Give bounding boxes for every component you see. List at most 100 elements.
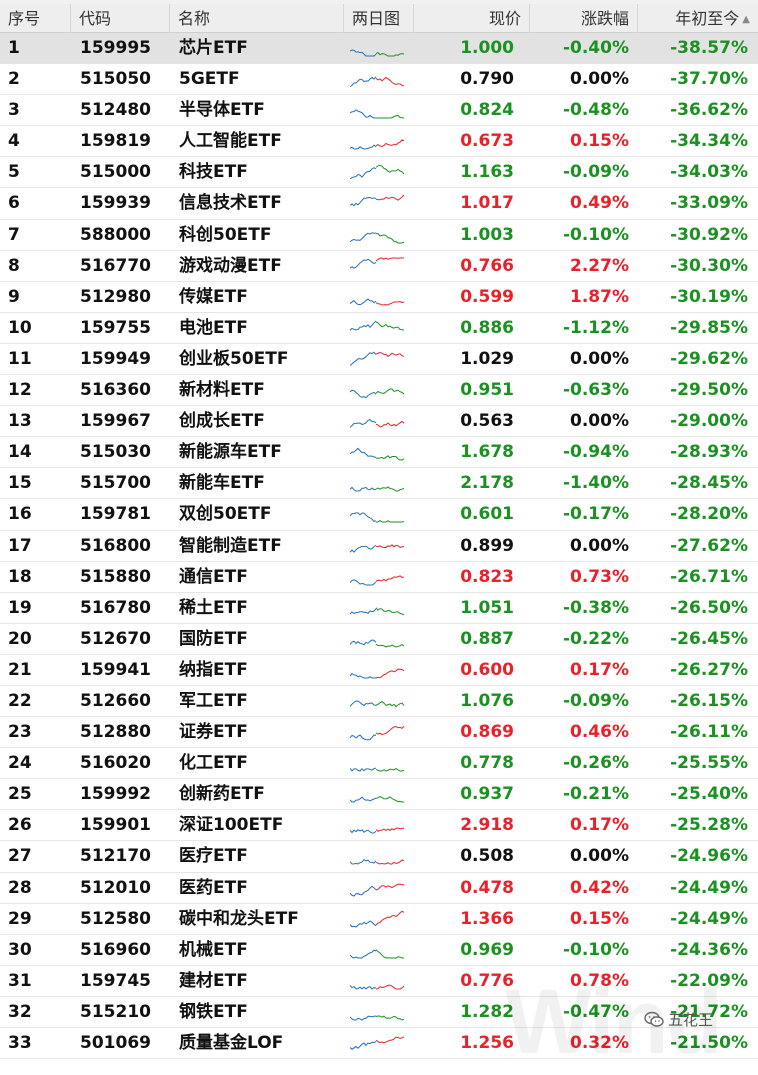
sparkline-current-day [375,139,405,148]
row-seq: 20 [8,628,32,649]
row-price: 0.508 [460,846,514,867]
table-row[interactable]: 19 516780 稀土ETF 1.051 -0.38% -26.50% [0,593,758,624]
row-name: 国防ETF [179,628,248,649]
table-row[interactable]: 12 516360 新材料ETF 0.951 -0.63% -29.50% [0,375,758,407]
table-row[interactable]: 24 516020 化工ETF 0.778 -0.26% -25.55% [0,748,758,780]
sparkline-current-day [375,257,404,262]
row-sparkline [350,814,406,836]
sparkline-previous-day [350,639,377,646]
table-row[interactable]: 28 512010 医药ETF 0.478 0.42% -24.49% [0,873,758,904]
row-ytd: -29.50% [670,380,748,401]
row-change: 2.27% [570,255,629,276]
table-row[interactable]: 6 159939 信息技术ETF 1.017 0.49% -33.09% [0,188,758,220]
table-row[interactable]: 15 515700 新能车ETF 2.178 -1.40% -28.45% [0,468,758,500]
table-row[interactable]: 33 501069 质量基金LOF 1.256 0.32% -21.50% [0,1028,758,1060]
row-code: 159992 [80,784,151,805]
row-sparkline [350,908,406,930]
sparkline-current-day [375,1036,405,1044]
table-row[interactable]: 13 159967 创成长ETF 0.563 0.00% -29.00% [0,406,758,438]
two-day-sparkline [350,726,405,741]
two-day-sparkline [350,49,405,57]
column-header-chart[interactable]: 两日图 [344,4,414,33]
row-sparkline [350,192,406,214]
row-name: 游戏动漫ETF [179,255,282,276]
column-header-name[interactable]: 名称 [170,4,344,33]
table-row[interactable]: 23 512880 证券ETF 0.869 0.46% -26.11% [0,717,758,749]
row-change: 0.17% [570,815,629,836]
sparkline-previous-day [350,258,377,269]
table-row[interactable]: 9 512980 传媒ETF 0.599 1.87% -30.19% [0,282,758,313]
row-price: 0.601 [460,504,514,525]
table-row[interactable]: 14 515030 新能源车ETF 1.678 -0.94% -28.93% [0,437,758,469]
two-day-sparkline [350,700,405,708]
table-row[interactable]: 22 512660 军工ETF 1.076 -0.09% -26.15% [0,686,758,718]
column-header-ytd[interactable]: 年初至今 ▲ [638,4,758,33]
column-header-seq-label: 序号 [8,9,41,28]
row-price: 1.163 [460,162,514,183]
row-ytd: -30.30% [670,255,748,276]
sparkline-current-day [375,165,405,175]
column-header-price[interactable]: 现价 [414,4,530,33]
row-name: 5GETF [179,69,240,90]
table-row[interactable]: 25 159992 创新药ETF 0.937 -0.21% -25.40% [0,779,758,811]
sparkline-previous-day [350,544,377,553]
two-day-sparkline [350,139,405,150]
row-change: -1.40% [562,473,629,494]
row-code: 516360 [80,380,151,401]
table-row[interactable]: 30 516960 机械ETF 0.969 -0.10% -24.36% [0,935,758,966]
table-row[interactable]: 5 515000 科技ETF 1.163 -0.09% -34.03% [0,157,758,189]
sparkline-previous-day [350,949,377,959]
table-row[interactable]: 4 159819 人工智能ETF 0.673 0.15% -34.34% [0,126,758,158]
row-seq: 25 [8,784,32,805]
row-name: 人工智能ETF [179,131,282,152]
row-seq: 12 [8,380,32,401]
row-code: 516770 [80,255,151,276]
row-sparkline [350,503,406,525]
two-day-sparkline [350,512,405,523]
table-row[interactable]: 20 512670 国防ETF 0.887 -0.22% -26.45% [0,624,758,655]
table-row[interactable]: 16 159781 双创50ETF 0.601 -0.17% -28.20% [0,499,758,531]
row-ytd: -29.00% [670,411,748,432]
table-row[interactable]: 7 588000 科创50ETF 1.003 -0.10% -30.92% [0,220,758,251]
row-change: 0.42% [570,877,629,898]
table-row[interactable]: 17 516800 智能制造ETF 0.899 0.00% -27.62% [0,531,758,562]
row-code: 159819 [80,131,151,152]
sparkline-current-day [375,796,405,803]
table-row[interactable]: 8 516770 游戏动漫ETF 0.766 2.27% -30.30% [0,251,758,282]
table-row[interactable]: 29 512580 碳中和龙头ETF 1.366 0.15% -24.49% [0,904,758,935]
row-ytd: -29.85% [670,317,748,338]
row-name: 传媒ETF [179,286,248,307]
two-day-sparkline [350,486,405,492]
table-row[interactable]: 10 159755 电池ETF 0.886 -1.12% -29.85% [0,313,758,344]
row-seq: 30 [8,939,32,960]
row-code: 159901 [80,815,151,836]
column-header-seq[interactable]: 序号 [0,4,71,33]
table-row[interactable]: 3 512480 半导体ETF 0.824 -0.48% -36.62% [0,95,758,127]
column-header-code[interactable]: 代码 [71,4,170,33]
row-seq: 13 [8,411,32,432]
row-change: -0.09% [562,162,629,183]
table-row[interactable]: 11 159949 创业板50ETF 1.029 0.00% -29.62% [0,344,758,376]
sparkline-current-day [375,486,405,492]
table-row[interactable]: 26 159901 深证100ETF 2.918 0.17% -25.28% [0,810,758,842]
row-change: -0.09% [562,690,629,711]
table-row[interactable]: 2 515050 5GETF 0.790 0.00% -37.70% [0,64,758,96]
two-day-sparkline [350,910,405,928]
sparkline-current-day [375,643,405,648]
sparkline-previous-day [350,672,376,679]
row-name: 纳指ETF [179,659,248,680]
table-row[interactable]: 27 512170 医疗ETF 0.508 0.00% -24.96% [0,841,758,873]
table-row[interactable]: 32 515210 钢铁ETF 1.282 -0.47% -21.72% [0,997,758,1028]
row-price: 1.256 [460,1033,514,1053]
row-change: -1.12% [562,317,629,338]
table-row[interactable]: 21 159941 纳指ETF 0.600 0.17% -26.27% [0,655,758,686]
row-change: 0.32% [570,1033,629,1053]
table-row[interactable]: 1 159995 芯片ETF 1.000 -0.40% -38.57% [0,33,758,65]
row-price: 0.599 [460,286,514,307]
column-header-change[interactable]: 涨跌幅 [530,4,638,33]
row-price: 0.600 [460,659,514,680]
row-sparkline [350,783,406,805]
table-row[interactable]: 31 159745 建材ETF 0.776 0.78% -22.09% [0,966,758,997]
row-seq: 3 [8,100,20,121]
table-row[interactable]: 18 515880 通信ETF 0.823 0.73% -26.71% [0,562,758,593]
